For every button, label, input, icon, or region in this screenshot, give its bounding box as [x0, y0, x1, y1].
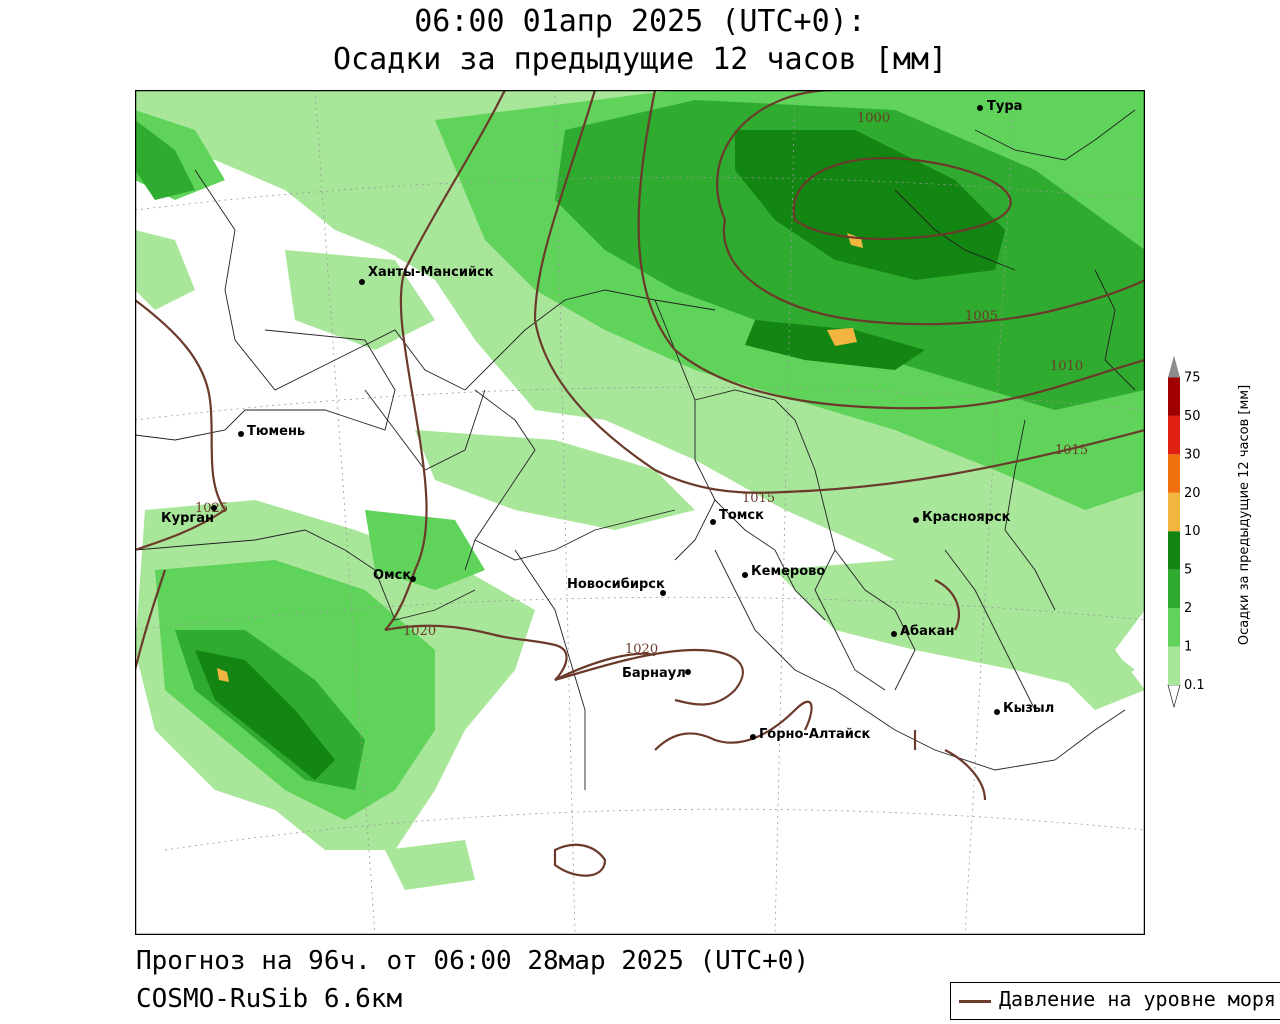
- isobars: [135, 90, 1145, 877]
- svg-text:Горно-Алтайск: Горно-Алтайск: [759, 727, 871, 742]
- city-marker: Новосибирск: [567, 577, 666, 596]
- colorbar-tick-label: 75: [1184, 370, 1201, 385]
- city-marker: Омск: [373, 568, 416, 583]
- isobar-labels: 1000 1005 1010 1015 1015 1025 1020 1020: [195, 111, 1088, 657]
- map-frame: [135, 90, 1145, 935]
- colorbar-swatch: [1168, 454, 1180, 493]
- isobar-label: 1000: [857, 111, 890, 126]
- isobar-1010: [637, 90, 1145, 410]
- pressure-legend-label: Давление на уровне моря: [999, 987, 1276, 1011]
- colorbar-swatch: [1168, 646, 1180, 685]
- city-marker: Курган: [161, 505, 217, 526]
- colorbar-tick-label: 50: [1184, 409, 1201, 424]
- city-marker: Кызыл: [994, 701, 1054, 716]
- isobar-label: 1005: [965, 309, 998, 324]
- isobar-1020-south: [135, 569, 656, 681]
- svg-text:Кемерово: Кемерово: [751, 564, 825, 579]
- city-marker: Горно-Алтайск: [750, 727, 871, 742]
- city-marker: Барнаул: [622, 666, 691, 681]
- city-marker: Тура: [977, 99, 1022, 114]
- region-borders: [135, 109, 1136, 790]
- isobar-label: 1010: [1050, 359, 1083, 374]
- colorbar-tick-label: 30: [1184, 447, 1201, 462]
- city-marker: Красноярск: [913, 510, 1011, 525]
- svg-text:Тюмень: Тюмень: [247, 424, 305, 439]
- colorbar-swatch: [1168, 492, 1180, 532]
- svg-text:Новосибирск: Новосибирск: [567, 577, 665, 592]
- colorbar-tick-label: 10: [1184, 524, 1201, 539]
- colorbar-swatch: [1168, 608, 1180, 647]
- svg-text:Омск: Омск: [373, 568, 411, 583]
- colorbar-tick-label: 2: [1184, 601, 1192, 616]
- colorbar-labels: 0.1 1 2 5 10 20 30 50 75: [1184, 370, 1205, 693]
- colorbar-swatch: [1168, 531, 1180, 570]
- colorbar-swatch: [1168, 415, 1180, 455]
- svg-text:Барнаул: Барнаул: [622, 666, 686, 681]
- colorbar-under-triangle: [1167, 684, 1181, 709]
- svg-text:Томск: Томск: [719, 508, 764, 523]
- svg-text:Курган: Курган: [161, 511, 214, 526]
- isobar-label: 1015: [1055, 443, 1088, 458]
- isobar-1005: [716, 90, 1145, 326]
- isobar-label: 1020: [625, 642, 658, 657]
- city-marker: Тюмень: [238, 424, 305, 439]
- isobar-1020-barnaul: [554, 648, 744, 706]
- forecast-info: Прогноз на 96ч. от 06:00 28мар 2025 (UTC…: [136, 946, 810, 976]
- city-marker: Ханты-Мансийск: [359, 265, 494, 285]
- isobar-1015: [533, 90, 1145, 494]
- city-marker: Кемерово: [742, 564, 825, 579]
- isobar-1025: [135, 299, 227, 552]
- colorbar-over-triangle: [1168, 355, 1180, 378]
- svg-text:Абакан: Абакан: [900, 624, 955, 639]
- colorbar: 0.1 1 2 5 10 20 30 50 75 Осадки за предыдущие 12…: [1167, 355, 1252, 709]
- city-marker: Абакан: [891, 624, 955, 639]
- svg-text:Кызыл: Кызыл: [1003, 701, 1054, 716]
- isobar-label: 1015: [742, 491, 775, 506]
- colorbar-tick-label: 0.1: [1184, 678, 1205, 693]
- colorbar-swatches: [1167, 355, 1181, 709]
- isobar-1020: [384, 90, 506, 631]
- isobar-label: 1020: [403, 624, 436, 639]
- svg-text:Тура: Тура: [987, 99, 1022, 114]
- precipitation-map: 1000 1005 1010 1015 1015 1025 1020 1020 …: [135, 90, 1145, 935]
- colorbar-tick-label: 20: [1184, 486, 1201, 501]
- svg-text:Красноярск: Красноярск: [922, 510, 1011, 525]
- colorbar-swatch: [1168, 569, 1180, 609]
- colorbar-swatch: [1168, 377, 1180, 416]
- colorbar-tick-label: 5: [1184, 563, 1192, 578]
- pressure-legend: Давление на уровне моря: [950, 982, 1280, 1020]
- colorbar-title: Осадки за предыдущие 12 часов [мм]: [1237, 385, 1252, 645]
- cities: Тура Ханты-Мансийск Тюмень Курган Омск Т…: [161, 99, 1054, 742]
- isobar-1000: [792, 156, 1012, 241]
- map-subtitle: Осадки за предыдущие 12 часов [мм]: [332, 42, 948, 77]
- svg-text:Ханты-Мансийск: Ханты-Мансийск: [368, 265, 494, 280]
- pressure-line-swatch: [959, 1000, 991, 1003]
- city-marker: Томск: [710, 508, 764, 525]
- colorbar-tick-label: 1: [1184, 640, 1192, 655]
- model-name: COSMO-RuSib 6.6км: [136, 984, 403, 1014]
- graticule: [135, 90, 1145, 935]
- map-title: 06:00 01апр 2025 (UTC+0):: [414, 4, 866, 39]
